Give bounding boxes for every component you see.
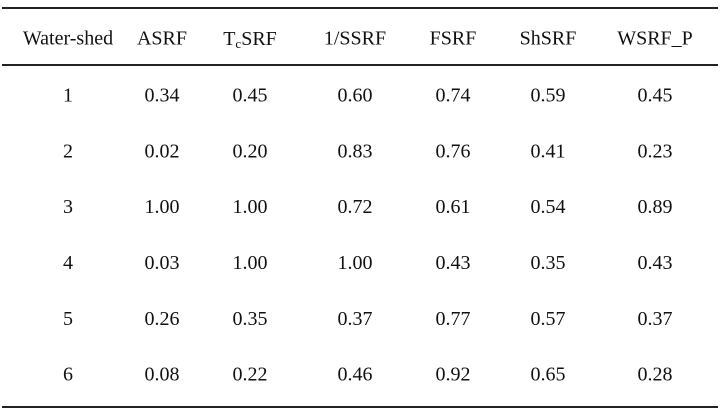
header-cell: WSRF_P: [617, 28, 693, 50]
table-cell: 0.76: [436, 140, 471, 162]
table-cell: 1.00: [233, 252, 268, 274]
table-cell: 0.35: [233, 308, 268, 330]
table-cell: 0.46: [338, 364, 373, 386]
header-text: T: [223, 28, 235, 50]
header-text: SRF: [241, 28, 277, 50]
table-cell: 0.37: [638, 308, 673, 330]
row-label: 4: [63, 252, 73, 274]
table-cell: 0.77: [436, 308, 471, 330]
table-cell: 0.20: [233, 140, 268, 162]
header-cell: ASRF: [137, 28, 187, 50]
table-cell: 0.22: [233, 364, 268, 386]
table-cell: 0.28: [638, 364, 673, 386]
table-cell: 0.08: [145, 364, 180, 386]
table-cell: 0.23: [638, 140, 673, 162]
table-cell: 0.54: [531, 196, 566, 218]
table-cell: 0.43: [638, 252, 673, 274]
header-cell: Water-shed: [23, 28, 113, 50]
header-subscript: c: [235, 36, 241, 51]
table-cell: 1.00: [338, 252, 373, 274]
table-cell: 0.92: [436, 364, 471, 386]
table-cell: 0.72: [338, 196, 373, 218]
table-cell: 0.43: [436, 252, 471, 274]
row-label: 5: [63, 308, 73, 330]
table-cell: 0.74: [436, 85, 471, 107]
row-label: 6: [63, 364, 73, 386]
row-label: 1: [63, 85, 73, 107]
table-cell: 0.59: [531, 85, 566, 107]
header-cell: 1/SSRF: [324, 28, 386, 50]
table-cell: 0.35: [531, 252, 566, 274]
table-cell: 0.37: [338, 308, 373, 330]
table-cell: 0.03: [145, 252, 180, 274]
table-cell: 0.89: [638, 196, 673, 218]
table-cell: 0.45: [233, 85, 268, 107]
header-cell: ShSRF: [520, 28, 577, 50]
table-cell: 0.45: [638, 85, 673, 107]
table-cell: 0.34: [145, 85, 180, 107]
row-label: 2: [63, 140, 73, 162]
header-cell: TcSRF: [223, 28, 277, 51]
table-cell: 0.60: [338, 85, 373, 107]
table-cell: 1.00: [233, 196, 268, 218]
row-label: 3: [63, 196, 73, 218]
table-cell: 0.61: [436, 196, 471, 218]
table-cell: 0.26: [145, 308, 180, 330]
table-cell: 0.57: [531, 308, 566, 330]
header-cell: FSRF: [430, 28, 477, 50]
table-cell: 1.00: [145, 196, 180, 218]
table-cell: 0.02: [145, 140, 180, 162]
table-cell: 0.41: [531, 140, 566, 162]
table-cell: 0.83: [338, 140, 373, 162]
table-cell: 0.65: [531, 364, 566, 386]
